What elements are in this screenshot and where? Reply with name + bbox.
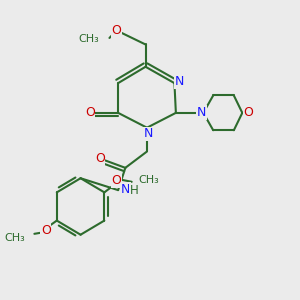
- Text: O: O: [85, 106, 95, 119]
- Text: CH₃: CH₃: [79, 34, 99, 44]
- Text: N: N: [175, 75, 184, 88]
- Text: CH₃: CH₃: [138, 175, 159, 185]
- Text: O: O: [41, 224, 51, 237]
- Text: O: O: [244, 106, 254, 119]
- Text: H: H: [130, 184, 138, 197]
- Text: O: O: [112, 174, 122, 187]
- Text: N: N: [144, 127, 153, 140]
- Text: N: N: [196, 106, 206, 119]
- Text: N: N: [121, 183, 130, 196]
- Text: O: O: [111, 24, 121, 37]
- Text: CH₃: CH₃: [4, 233, 25, 243]
- Text: O: O: [95, 152, 105, 165]
